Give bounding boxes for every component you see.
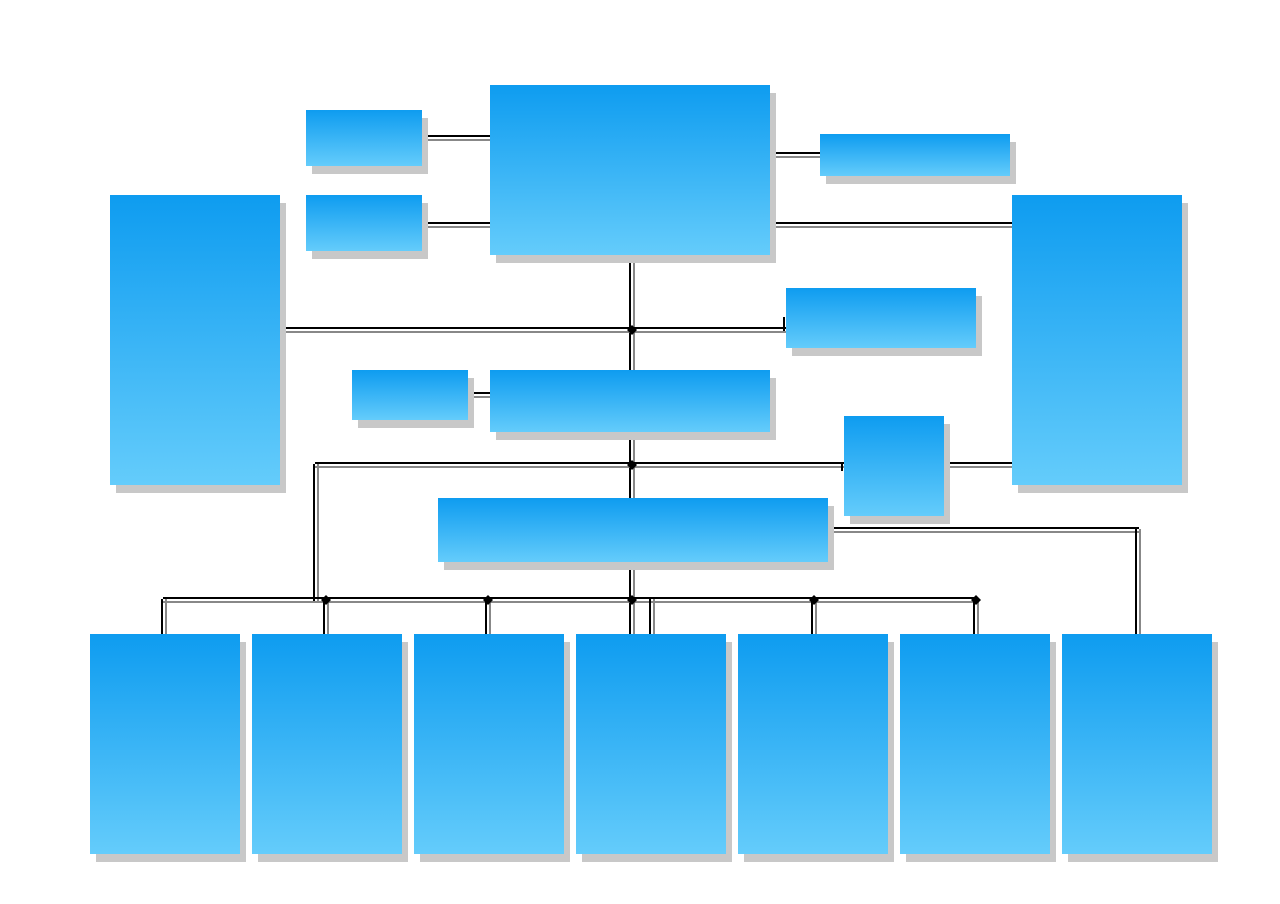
node-face [490, 370, 770, 432]
node-b6 [900, 634, 1050, 854]
node-face [738, 634, 888, 854]
node-face [1012, 195, 1182, 485]
node-face [490, 85, 770, 255]
node-face [786, 288, 976, 348]
node-midwide [490, 370, 770, 432]
node-tr [820, 134, 1010, 176]
node-face [414, 634, 564, 854]
node-midright [786, 288, 976, 348]
node-leftbig [110, 195, 280, 485]
node-face [306, 110, 422, 166]
node-b5 [738, 634, 888, 854]
node-s2 [306, 195, 422, 251]
node-midsmall [352, 370, 468, 420]
node-b7 [1062, 634, 1212, 854]
node-s1 [306, 110, 422, 166]
node-face [90, 634, 240, 854]
node-rightbig [1012, 195, 1182, 485]
node-face [438, 498, 828, 562]
node-face [352, 370, 468, 420]
node-b2 [252, 634, 402, 854]
node-face [306, 195, 422, 251]
node-face [820, 134, 1010, 176]
node-sq [844, 416, 944, 516]
node-bar [438, 498, 828, 562]
node-b1 [90, 634, 240, 854]
node-face [576, 634, 726, 854]
node-face [252, 634, 402, 854]
node-b4 [576, 634, 726, 854]
node-top [490, 85, 770, 255]
node-face [110, 195, 280, 485]
node-face [1062, 634, 1212, 854]
org-chart-diagram [0, 0, 1280, 904]
node-face [900, 634, 1050, 854]
node-b3 [414, 634, 564, 854]
node-face [844, 416, 944, 516]
